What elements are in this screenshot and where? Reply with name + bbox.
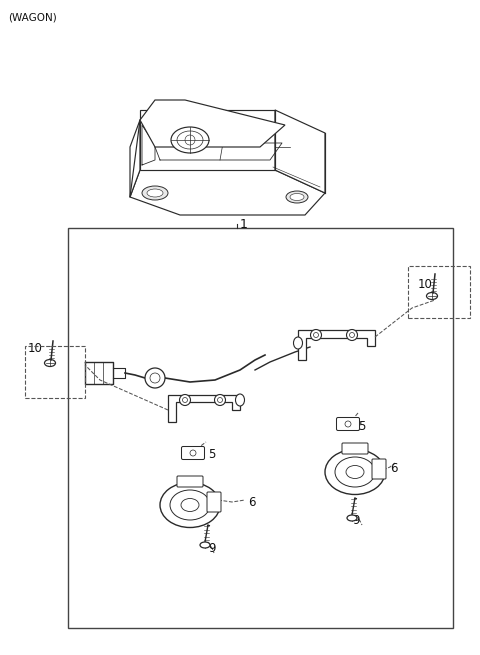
Ellipse shape <box>427 293 437 299</box>
FancyBboxPatch shape <box>342 443 368 454</box>
Text: 6: 6 <box>248 496 255 510</box>
Circle shape <box>182 398 188 403</box>
Polygon shape <box>275 110 325 193</box>
Circle shape <box>145 368 165 388</box>
Ellipse shape <box>147 189 163 197</box>
Circle shape <box>347 329 358 341</box>
Ellipse shape <box>170 490 210 520</box>
Text: 5: 5 <box>208 449 216 462</box>
Circle shape <box>345 421 351 427</box>
Text: 9: 9 <box>208 542 216 555</box>
Text: 6: 6 <box>390 462 397 474</box>
Polygon shape <box>298 330 375 360</box>
Ellipse shape <box>325 449 385 495</box>
Ellipse shape <box>346 466 364 479</box>
Bar <box>68 228 453 628</box>
Circle shape <box>311 329 322 341</box>
Ellipse shape <box>160 483 220 527</box>
Ellipse shape <box>45 360 56 367</box>
Ellipse shape <box>335 457 375 487</box>
Circle shape <box>313 333 319 337</box>
Text: 9: 9 <box>352 514 360 527</box>
Ellipse shape <box>347 515 357 521</box>
Bar <box>408 266 470 318</box>
FancyBboxPatch shape <box>372 459 386 479</box>
Ellipse shape <box>236 394 244 406</box>
Text: 10: 10 <box>418 278 433 291</box>
Ellipse shape <box>142 186 168 200</box>
Circle shape <box>180 394 191 405</box>
Ellipse shape <box>177 131 203 149</box>
Text: 1: 1 <box>240 217 248 231</box>
FancyBboxPatch shape <box>177 476 203 487</box>
Ellipse shape <box>200 542 210 548</box>
Circle shape <box>190 450 196 456</box>
Circle shape <box>349 333 355 337</box>
Bar <box>25 346 85 398</box>
Bar <box>273 153 277 165</box>
Ellipse shape <box>290 193 304 200</box>
Ellipse shape <box>293 337 302 349</box>
Circle shape <box>185 135 195 145</box>
Text: 5: 5 <box>358 419 365 432</box>
Circle shape <box>150 373 160 383</box>
Ellipse shape <box>286 191 308 203</box>
Polygon shape <box>140 110 275 170</box>
Polygon shape <box>130 170 325 215</box>
Circle shape <box>217 398 223 403</box>
Ellipse shape <box>181 498 199 512</box>
FancyBboxPatch shape <box>207 492 221 512</box>
Text: (WAGON): (WAGON) <box>8 13 57 23</box>
Polygon shape <box>140 100 285 147</box>
FancyBboxPatch shape <box>181 447 204 460</box>
Circle shape <box>215 394 226 405</box>
FancyBboxPatch shape <box>336 417 360 430</box>
Polygon shape <box>168 395 240 422</box>
Ellipse shape <box>171 127 209 153</box>
Text: 10: 10 <box>28 341 43 354</box>
Polygon shape <box>130 120 140 197</box>
